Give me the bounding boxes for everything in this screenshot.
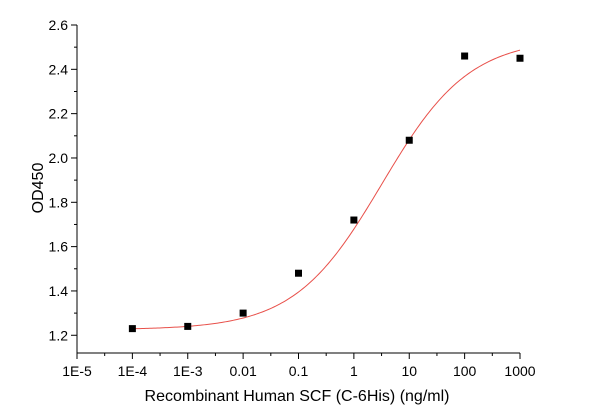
data-point xyxy=(295,269,302,277)
y-tick-label: 2.2 xyxy=(49,106,69,122)
x-tick-label: 1E-3 xyxy=(173,363,203,379)
fit-curve-group xyxy=(132,49,521,330)
data-point xyxy=(128,325,136,333)
data-point xyxy=(516,54,524,62)
y-axis-label: OD450 xyxy=(30,163,47,214)
x-tick-label: 1E-4 xyxy=(118,363,148,379)
y-tick-label: 1.8 xyxy=(49,194,69,210)
x-tick-label: 0.01 xyxy=(230,363,257,379)
fit-curve xyxy=(132,49,521,330)
y-tick-label: 1.4 xyxy=(49,283,69,299)
y-axis-ticks: 1.2 1.4 1.6 1.8 2.0 2.2 2.4 2.6 xyxy=(49,17,77,343)
x-axis-ticks: 1E-5 1E-4 1E-3 0.01 0.1 1 10 100 1000 xyxy=(62,353,536,379)
x-tick-label: 0.1 xyxy=(289,363,309,379)
x-axis-label: Recombinant Human SCF (C-6His) (ng/ml) xyxy=(145,388,450,405)
x-tick-label: 1 xyxy=(350,363,358,379)
data-point xyxy=(350,216,358,224)
data-point xyxy=(461,52,469,60)
y-tick-label: 2.6 xyxy=(49,17,69,33)
axes xyxy=(76,25,520,354)
data-point xyxy=(239,309,247,317)
data-points xyxy=(128,52,524,333)
y-tick-label: 2.0 xyxy=(49,150,69,166)
x-tick-label: 1E-5 xyxy=(62,363,92,379)
x-tick-label: 100 xyxy=(453,363,477,379)
y-tick-label: 1.6 xyxy=(49,239,69,255)
data-point xyxy=(184,322,192,330)
data-point xyxy=(405,136,413,144)
y-tick-label: 1.2 xyxy=(49,327,69,343)
y-tick-label: 2.4 xyxy=(49,61,69,77)
x-tick-label: 10 xyxy=(401,363,417,379)
x-tick-label: 1000 xyxy=(504,363,535,379)
